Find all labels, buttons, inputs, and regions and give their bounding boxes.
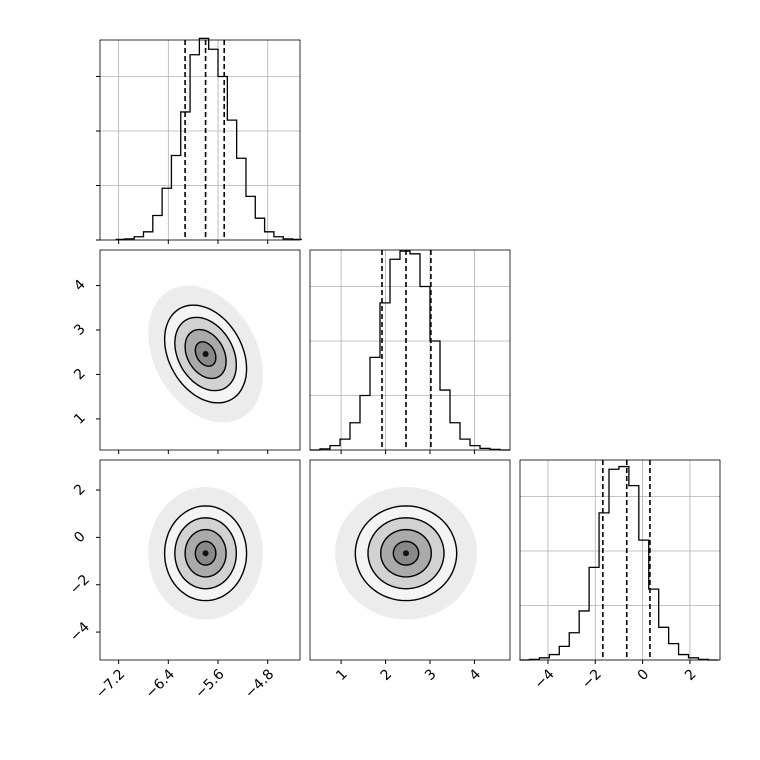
center xyxy=(202,351,209,357)
histogram-bar xyxy=(218,77,227,240)
histogram-bar xyxy=(265,232,274,240)
pair-panel xyxy=(148,285,263,423)
contour xyxy=(163,304,248,404)
histogram-bar xyxy=(227,120,236,240)
histogram-outline xyxy=(115,37,302,241)
histogram-bar xyxy=(440,390,450,450)
histogram-bar xyxy=(599,513,609,660)
contour xyxy=(194,341,217,367)
x-tick-label: 2 xyxy=(682,666,700,684)
histogram-bar xyxy=(143,232,152,240)
histogram-bar xyxy=(360,396,370,450)
contour xyxy=(194,540,217,566)
y-tick-label: −2 xyxy=(67,572,93,598)
histogram-bar xyxy=(470,446,480,450)
x-tick-label: −5.6 xyxy=(192,666,227,701)
pair-panel xyxy=(148,487,263,620)
histogram-bar xyxy=(162,188,171,240)
contour xyxy=(184,528,227,578)
histogram-bar xyxy=(410,254,420,450)
y-tick-label: −4 xyxy=(67,619,93,645)
center xyxy=(202,550,209,557)
contour xyxy=(163,505,248,602)
y-tick-label: 0 xyxy=(71,529,89,547)
contour xyxy=(367,517,445,590)
x-tick-label: 4 xyxy=(466,666,484,684)
histogram-bar xyxy=(370,357,380,450)
x-tick-label: 3 xyxy=(422,666,440,684)
histogram-bar xyxy=(569,633,579,660)
histogram-bar xyxy=(669,644,679,660)
x-tick-label: 2 xyxy=(378,666,396,684)
histogram-bar xyxy=(350,423,360,450)
y-tick-label: 1 xyxy=(71,410,89,428)
contour xyxy=(184,328,227,380)
contour xyxy=(174,316,238,392)
contour xyxy=(379,528,433,578)
histogram-bar xyxy=(255,218,264,240)
x-tick-label: −4 xyxy=(532,666,558,692)
histogram-bar xyxy=(199,38,208,240)
histogram-bar xyxy=(400,251,410,450)
y-tick-label: 3 xyxy=(71,321,89,339)
histogram-bar xyxy=(659,627,669,660)
x-tick-label: −2 xyxy=(579,666,605,692)
histogram-bar xyxy=(171,156,180,240)
panel-frame xyxy=(309,249,511,451)
histogram-bar xyxy=(450,423,460,450)
histogram-outline xyxy=(519,465,719,661)
histogram-bar xyxy=(237,158,246,240)
histogram-bar xyxy=(390,259,400,450)
pair-panel xyxy=(335,487,477,620)
x-tick-label: −6.4 xyxy=(143,666,178,701)
histogram-bar xyxy=(679,655,689,660)
histogram-bar xyxy=(559,646,569,660)
histogram-bar xyxy=(460,439,470,450)
center xyxy=(403,550,409,557)
histogram-bar xyxy=(579,611,589,660)
histogram-bar xyxy=(330,446,340,450)
contour xyxy=(354,505,458,602)
histogram-bar xyxy=(420,287,430,450)
x-tick-label: −7.2 xyxy=(93,666,128,701)
x-tick-label: 0 xyxy=(635,666,653,684)
histogram-bar xyxy=(609,469,619,660)
histogram-bar xyxy=(639,540,649,660)
panel-frame xyxy=(99,459,301,661)
histogram-bar xyxy=(549,655,559,660)
histogram-bar xyxy=(190,55,199,240)
histogram-bar xyxy=(209,49,218,240)
histogram-bar xyxy=(589,567,599,660)
x-tick-label: −4.8 xyxy=(242,666,277,701)
panel-frame xyxy=(99,249,301,451)
panel-frame xyxy=(309,459,511,661)
y-tick-label: 4 xyxy=(71,277,89,295)
contour xyxy=(392,540,420,566)
histogram-outline xyxy=(310,250,510,451)
panel-frame xyxy=(99,39,301,241)
histogram-bar xyxy=(629,486,639,660)
x-tick-label: 1 xyxy=(333,666,351,684)
y-tick-label: 2 xyxy=(71,366,89,384)
histogram-bar xyxy=(153,215,162,240)
panel-frame xyxy=(519,459,721,661)
y-tick-label: 2 xyxy=(71,481,89,499)
contour xyxy=(174,517,238,590)
histogram-bar xyxy=(246,196,255,240)
